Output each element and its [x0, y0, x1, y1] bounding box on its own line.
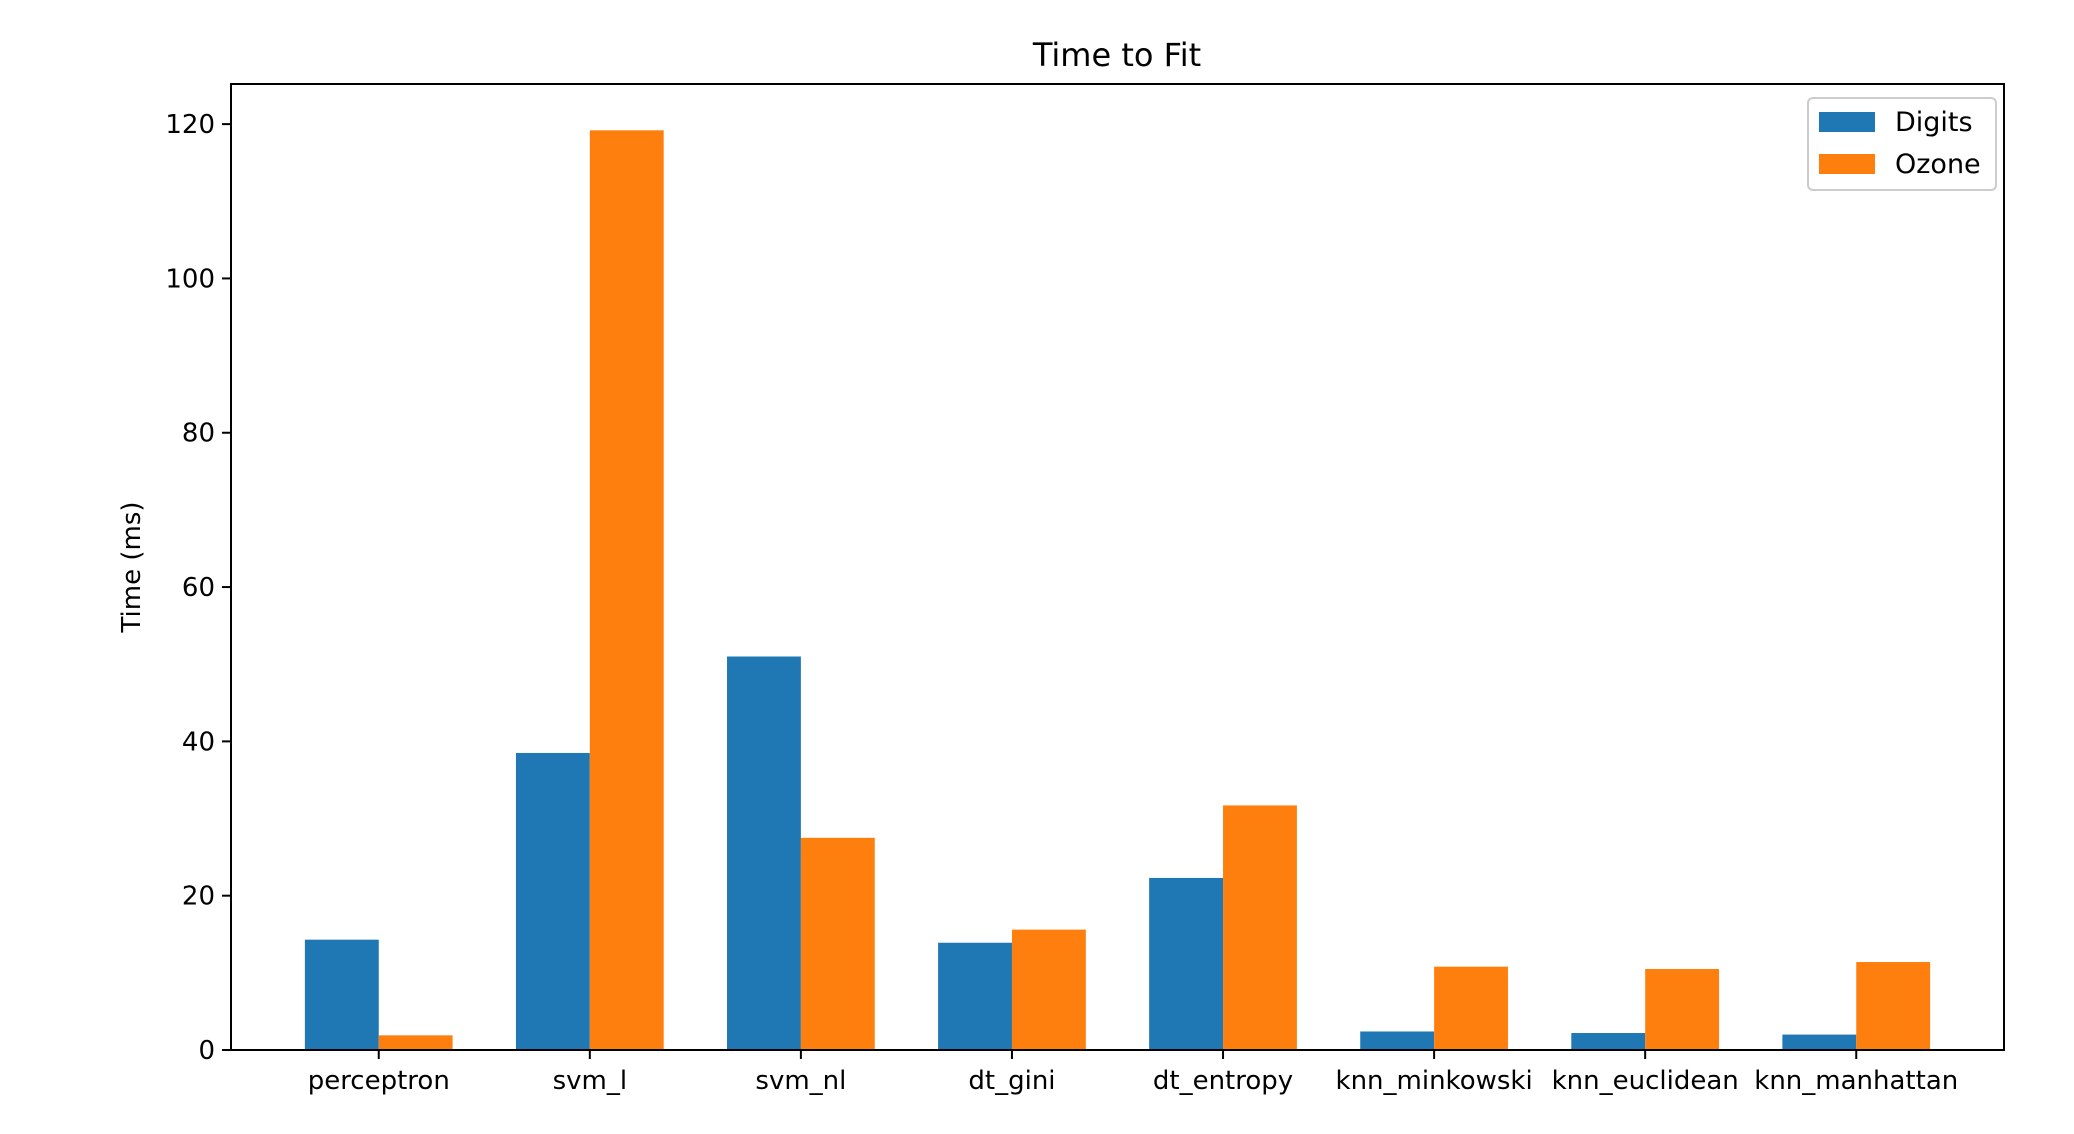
- legend-swatch-ozone: [1819, 154, 1875, 174]
- bar-digits-dt_gini: [938, 942, 1012, 1050]
- legend-swatch-digits: [1819, 112, 1875, 132]
- y-tick-label: 20: [182, 882, 215, 912]
- x-tick-label: svm_nl: [755, 1066, 846, 1096]
- bars-layer: [304, 130, 1931, 1051]
- legend-label-digits: Digits: [1895, 107, 1973, 138]
- bar-ozone-knn_manhattan: [1856, 962, 1931, 1050]
- legend-label-ozone: Ozone: [1895, 149, 1981, 180]
- bar-ozone-dt_entropy: [1223, 805, 1297, 1050]
- bar-digits-knn_euclidean: [1571, 1033, 1646, 1050]
- x-tick-label: knn_euclidean: [1552, 1066, 1739, 1096]
- y-tick-label: 100: [165, 264, 215, 294]
- y-tick-label: 40: [182, 727, 215, 757]
- bar-ozone-perceptron: [378, 1035, 453, 1050]
- x-tick-label: knn_minkowski: [1336, 1066, 1533, 1096]
- bar-ozone-svm_nl: [800, 837, 875, 1050]
- y-tick-label: 0: [198, 1036, 215, 1066]
- x-tick-label: dt_entropy: [1153, 1066, 1293, 1096]
- legend: Digits Ozone: [1807, 97, 1997, 191]
- bar-digits-svm_l: [515, 752, 590, 1050]
- x-tick-label: perceptron: [308, 1066, 450, 1096]
- x-tick-label: dt_gini: [968, 1066, 1055, 1096]
- bar-digits-dt_entropy: [1149, 877, 1224, 1050]
- bar-digits-perceptron: [304, 939, 379, 1050]
- y-tick-label: 80: [182, 419, 215, 449]
- y-tick-label: 120: [165, 110, 215, 140]
- bar-ozone-svm_l: [589, 130, 664, 1051]
- y-axis-title: Time (ms): [117, 501, 147, 633]
- bar-digits-knn_manhattan: [1782, 1034, 1857, 1050]
- bar-ozone-knn_minkowski: [1434, 966, 1508, 1050]
- plot-frame: [230, 83, 2005, 1051]
- chart-title: Time to Fit: [1032, 36, 1201, 74]
- axes-layer: 0 20 40 60 80 100 120 perceptron svm_l svm_nl dt_g…: [165, 83, 2005, 1096]
- x-tick-label: svm_l: [553, 1066, 627, 1096]
- bar-digits-svm_nl: [727, 656, 801, 1050]
- x-tick-label: knn_manhattan: [1754, 1066, 1958, 1096]
- bar-ozone-knn_euclidean: [1645, 968, 1720, 1050]
- bar-digits-knn_minkowski: [1360, 1031, 1435, 1050]
- bar-ozone-dt_gini: [1011, 929, 1086, 1050]
- y-tick-label: 60: [182, 573, 215, 603]
